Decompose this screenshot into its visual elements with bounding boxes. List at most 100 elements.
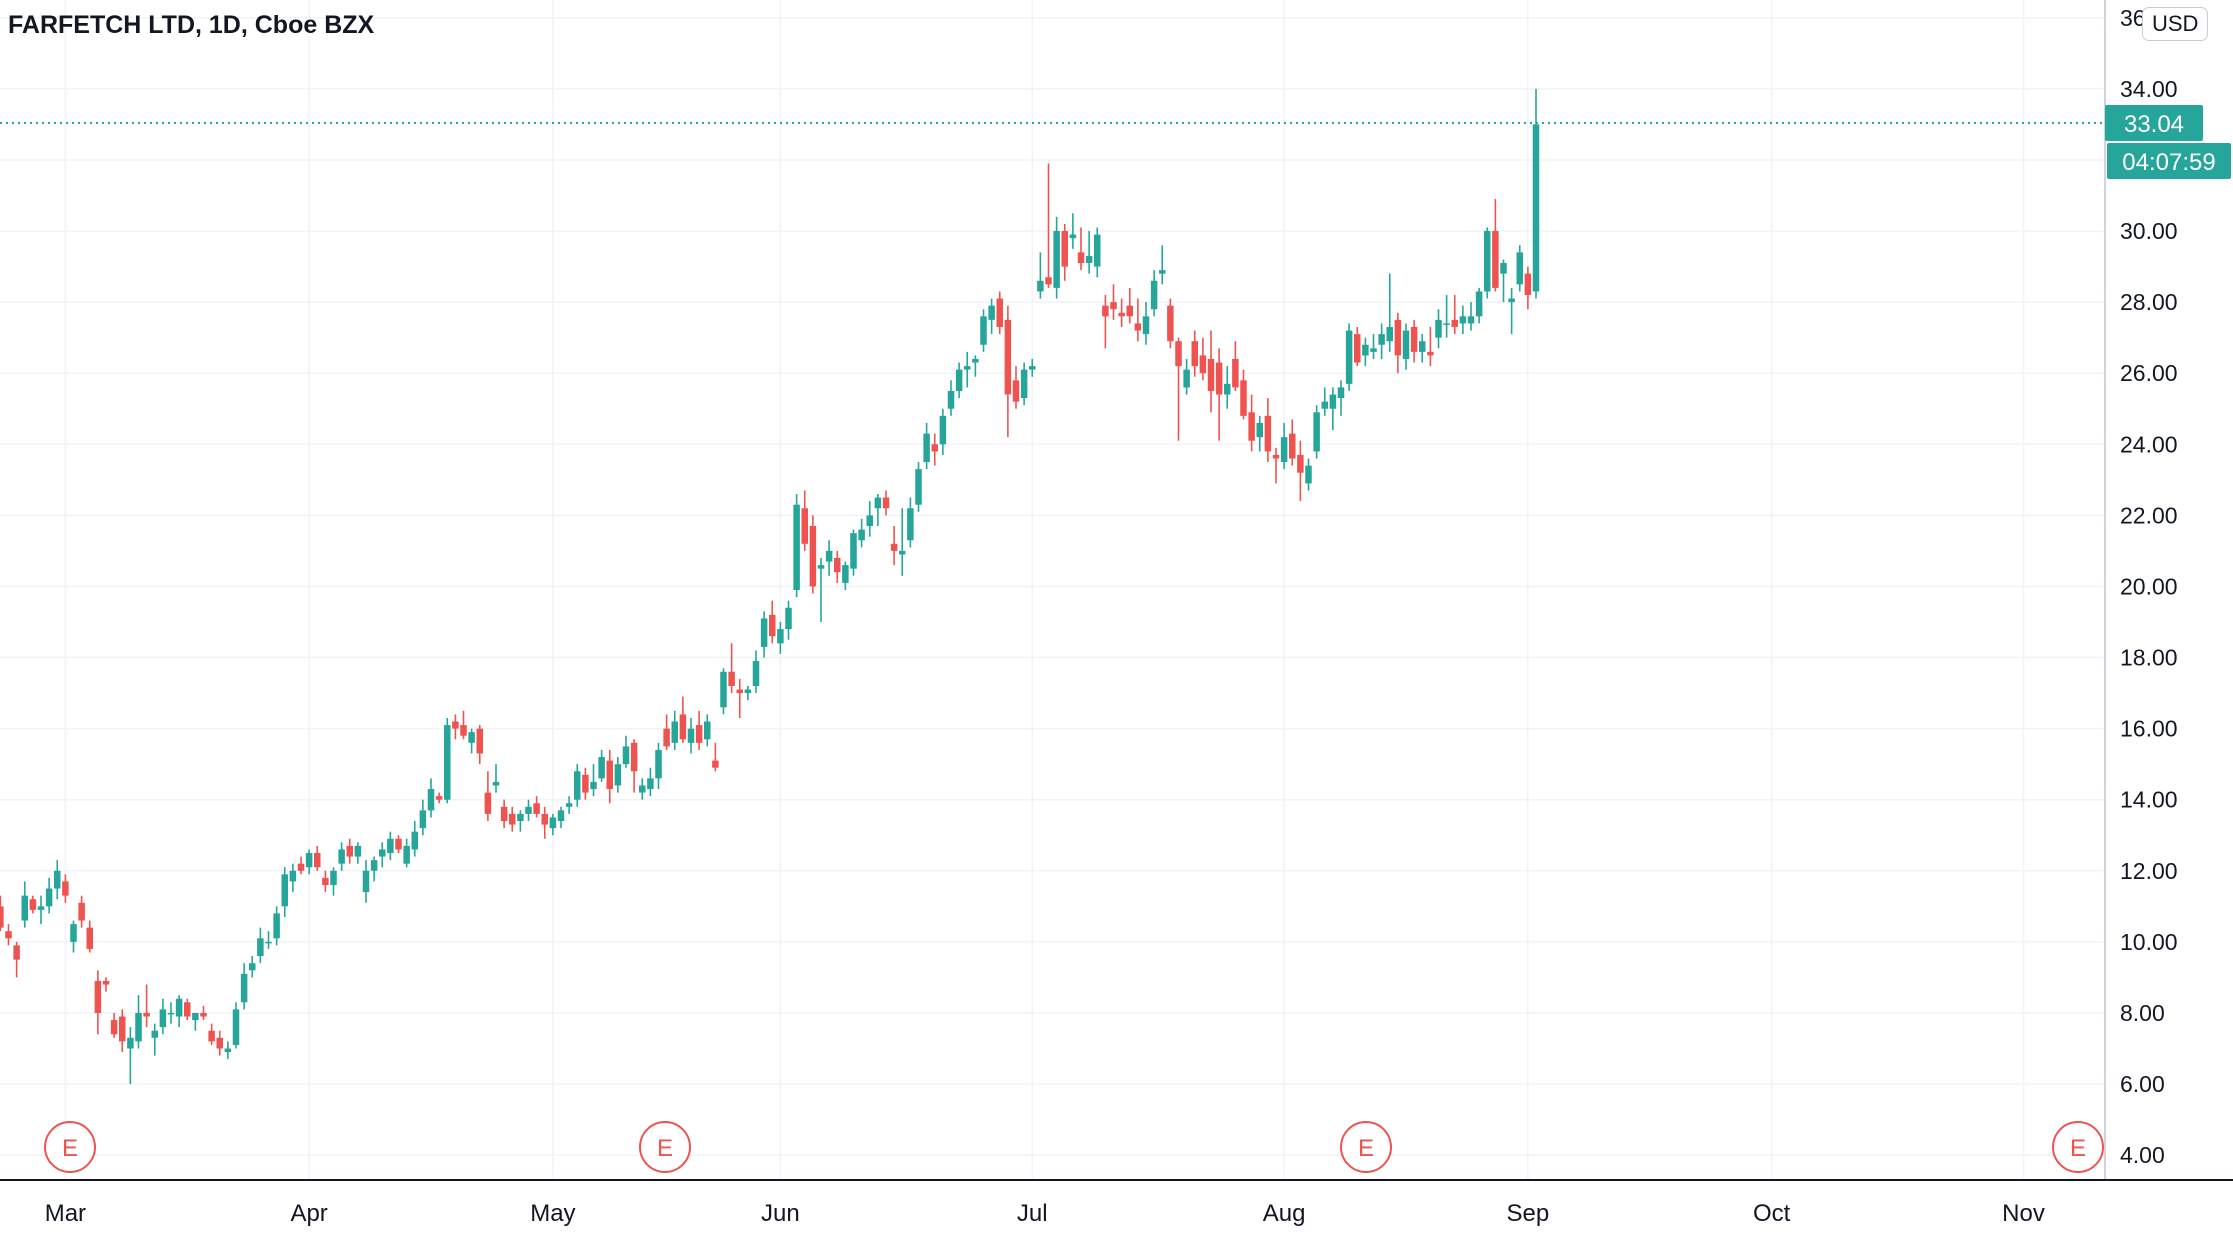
candle-body [801,508,808,544]
candle-body [1175,341,1182,367]
candle-body [996,298,1003,327]
candle-body [712,760,719,768]
price-tick-label: 22.00 [2120,502,2178,528]
candle-body [62,881,69,896]
candle-body [574,771,581,800]
candle-body [1240,380,1247,416]
time-axis[interactable]: Mar Apr May Jun Jul Aug Sep Oct Nov [45,1200,2045,1227]
candle-body [947,390,955,409]
price-tick-label: 6.00 [2120,1071,2165,1097]
last-price-label: 33.04 [2105,104,2203,141]
candle-body [785,607,792,630]
candle-body [557,810,565,822]
price-tick-label: 26.00 [2120,360,2178,386]
candle-body [614,764,622,786]
candle-body [1321,401,1328,409]
candle-body [94,980,102,1013]
candle-body [509,813,516,825]
candle-body [78,902,85,921]
candle-body [1370,348,1377,352]
price-tick-label: 14.00 [2120,787,2178,813]
bar-countdown-label: 04:07:59 [2107,142,2231,179]
candle-body [224,1048,232,1053]
candle-body [1264,415,1272,452]
candle-body [1362,344,1369,356]
candle-body [777,629,784,644]
candle-body [102,980,110,985]
candle-body [143,1012,150,1017]
candle-body [427,789,435,811]
candle-body [882,497,890,509]
currency-button[interactable]: USD [2142,7,2209,41]
candle-body [655,749,662,779]
candle-body [1305,465,1312,484]
price-tick-label: 20.00 [2120,573,2178,599]
candle-body [1532,124,1540,292]
candle-body [809,526,817,587]
time-tick-label: Jul [1017,1200,1048,1227]
price-scale-background [2105,0,2233,1234]
candle-body [135,1012,142,1042]
candle-body [1378,334,1385,345]
candle-body [21,895,28,921]
candle-body [1159,270,1166,274]
candle-body [216,1037,223,1049]
price-tick-label: 18.00 [2120,645,2178,671]
candle-body [736,689,743,694]
candle-body [1224,383,1231,395]
candle-body [899,550,906,555]
candle-body [232,1009,240,1045]
candle-body [923,433,930,463]
candle-body [484,792,492,814]
last-price-value: 33.04 [2124,111,2184,138]
price-tick-label: 16.00 [2120,716,2178,742]
candle-body [1037,280,1044,292]
candle-body [354,845,362,857]
time-tick-label: Nov [2002,1200,2045,1227]
time-tick-label: Aug [1263,1200,1306,1227]
price-tick-label: 24.00 [2120,431,2178,457]
candle-body [793,504,800,590]
candle-body [980,316,987,345]
candle-body [297,863,305,871]
candle-body [1256,422,1263,438]
symbol-title[interactable]: FARFETCH LTD, 1D, Cboe BZX [8,11,375,39]
candle-body [1329,394,1337,409]
candle-body [582,774,589,793]
candle-body [395,838,402,850]
candle-body [240,973,248,1003]
candle-body [281,874,288,907]
candle-body [184,1002,191,1017]
price-tick-label: 10.00 [2120,929,2178,955]
earnings-event-letter: E [2070,1135,2086,1162]
candle-body [874,497,882,509]
candle-body [565,803,573,807]
candle-body [476,728,483,754]
candle-body [1150,280,1158,310]
price-tick-label: 4.00 [2120,1142,2165,1168]
candle-body [1167,305,1174,342]
price-tick-label: 12.00 [2120,858,2178,884]
candle-body [639,785,646,793]
candle-body [208,1030,215,1042]
candle-body [1126,305,1133,317]
candle-body [858,529,865,541]
candle-body [988,305,995,320]
candle-body [362,870,370,893]
candle-body [200,1012,207,1017]
candle-body [760,618,768,647]
candle-body [1183,369,1190,388]
candle-body [1459,316,1467,324]
candle-body [752,661,760,686]
candle-body [289,870,297,882]
candle-body [314,853,321,868]
candle-body [606,760,613,790]
candle-body [1077,252,1085,264]
candle-body [728,671,735,686]
candle-body [5,931,12,939]
candle-body [338,849,345,864]
candle-body [1215,362,1223,395]
